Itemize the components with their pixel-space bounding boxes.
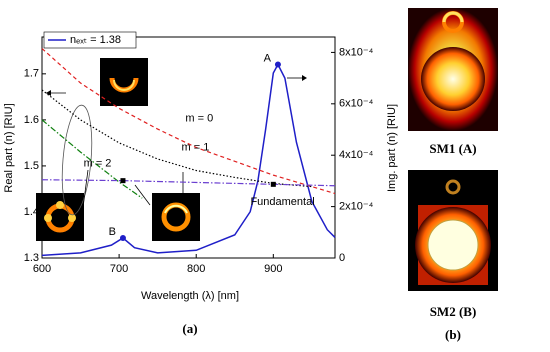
x-tick-label: 600: [33, 263, 51, 275]
legend-label: nₑₓₜ = 1.38: [70, 34, 121, 46]
annotation: m = 1: [182, 141, 210, 153]
annotation: A: [264, 52, 272, 64]
y2-tick-label: 4x10⁻⁴: [339, 149, 374, 161]
image-caption: SM1 (A): [429, 141, 476, 156]
annotation-marker: [274, 61, 281, 68]
panel-label: (b): [445, 327, 461, 342]
mode-image-sm2: [408, 170, 498, 291]
y-axis-label: Real part (n) [RIU]: [3, 103, 15, 192]
series-line: [41, 119, 143, 199]
y2-tick-label: 0: [339, 252, 345, 264]
x-tick-label: 900: [264, 263, 282, 275]
panel-label: (a): [182, 321, 197, 336]
y-tick-label: 1.5: [24, 160, 39, 172]
x-tick-label: 800: [187, 263, 205, 275]
legend: [43, 31, 137, 49]
series-line: [41, 48, 336, 195]
y-tick-label: 1.6: [24, 114, 39, 126]
y-tick-label: 1.4: [24, 206, 39, 218]
annotation: m = 2: [84, 158, 112, 170]
y-tick-label: 1.7: [24, 68, 39, 80]
y2-axis-label: Img. part (n) [RIU]: [386, 104, 398, 192]
y2-tick-label: 2x10⁻⁴: [339, 201, 374, 213]
annotation: m = 0: [185, 112, 213, 124]
annotation: Fundamental: [250, 196, 314, 208]
y2-tick-label: 6x10⁻⁴: [339, 98, 374, 110]
x-tick-label: 700: [110, 263, 128, 275]
image-caption: SM2 (B): [430, 304, 477, 319]
inset-images: [36, 58, 307, 241]
annotation: B: [109, 226, 116, 238]
mode-image-sm1: [408, 8, 498, 131]
annotation-marker: [119, 234, 126, 241]
point-marker: [270, 181, 276, 187]
plot-frame: [41, 36, 336, 259]
series-line: [41, 89, 312, 188]
x-axis-label: Wavelength (λ) [nm]: [141, 290, 239, 302]
y-tick-label: 1.3: [24, 252, 39, 264]
y2-tick-label: 8x10⁻⁴: [339, 46, 374, 58]
point-marker: [120, 178, 126, 184]
series-line: [41, 179, 336, 187]
